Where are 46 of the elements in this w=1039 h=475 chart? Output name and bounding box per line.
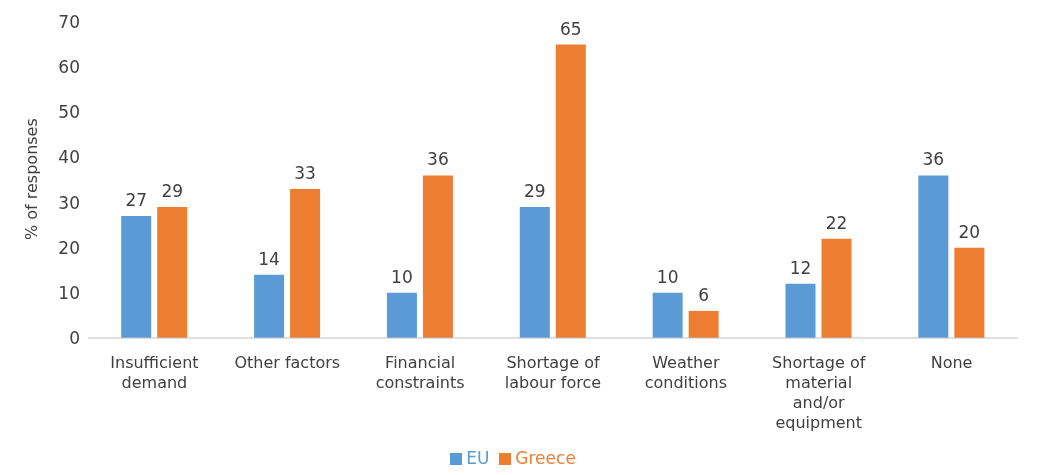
- data-label: 22: [825, 212, 848, 233]
- bar: [688, 310, 719, 338]
- bar: [652, 292, 683, 338]
- data-label: 20: [958, 221, 981, 242]
- data-label: 12: [789, 257, 812, 278]
- x-tick-label: Other factors: [234, 353, 341, 372]
- bar: [290, 189, 321, 338]
- data-label: 6: [698, 284, 710, 305]
- y-tick-label: 10: [58, 282, 80, 303]
- x-tick-label: Weather conditions: [644, 353, 728, 392]
- y-tick-label: 70: [58, 12, 80, 33]
- data-label: 10: [656, 266, 679, 287]
- data-label: 65: [559, 18, 582, 39]
- bar: [157, 207, 188, 338]
- data-label: 29: [523, 181, 546, 202]
- y-tick-label: 30: [58, 192, 80, 213]
- bar: [422, 175, 453, 338]
- bar: [785, 283, 816, 338]
- data-label: 10: [391, 266, 413, 287]
- data-label: 27: [125, 190, 148, 211]
- data-label: 29: [161, 181, 184, 202]
- bar: [121, 216, 152, 338]
- x-tick-label: None: [930, 353, 973, 372]
- y-tick-label: 60: [58, 57, 80, 78]
- x-tick-label: Shortage of material and/or equipment: [772, 353, 866, 432]
- bar: [254, 274, 285, 338]
- bar: [821, 238, 852, 338]
- bar: [519, 207, 550, 338]
- bar: [386, 292, 417, 338]
- x-tick-label: Financial constraints: [375, 353, 465, 392]
- bar: [954, 247, 985, 338]
- x-tick-label: Shortage of labour force: [504, 353, 602, 392]
- bar: [555, 44, 586, 338]
- y-tick-label: 50: [58, 102, 80, 123]
- data-label: 14: [258, 248, 280, 269]
- y-tick-label: 0: [69, 328, 80, 349]
- data-label: 36: [427, 149, 449, 170]
- legend-label: Greece: [515, 448, 576, 468]
- y-axis-title: % of responses: [21, 118, 41, 240]
- data-label: 33: [294, 163, 316, 184]
- x-tick-label: Insufficient demand: [110, 353, 199, 392]
- data-label: 36: [922, 149, 945, 170]
- y-tick-label: 20: [58, 237, 80, 258]
- legend-label: EU: [466, 448, 490, 468]
- bar: [918, 175, 949, 338]
- y-tick-label: 40: [58, 147, 80, 168]
